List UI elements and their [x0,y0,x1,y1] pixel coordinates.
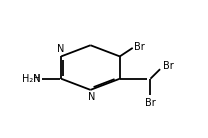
Text: Br: Br [145,98,156,108]
Text: Br: Br [163,61,174,71]
Text: N: N [88,92,95,102]
Text: H₂N: H₂N [22,74,40,84]
Text: N: N [57,44,64,54]
Text: H: H [33,74,40,84]
Text: Br: Br [134,42,145,52]
